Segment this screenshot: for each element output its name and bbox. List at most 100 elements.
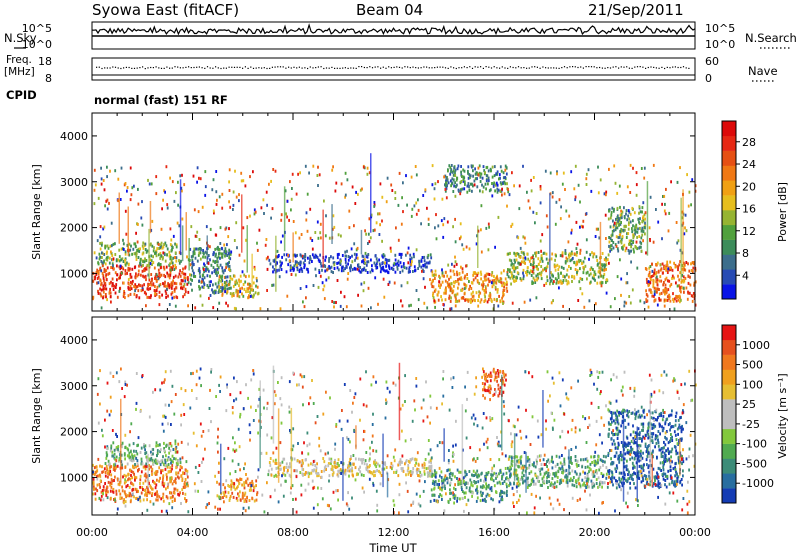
- power-cell: [158, 303, 161, 307]
- power-cell: [448, 277, 450, 281]
- power-cell: [319, 253, 321, 257]
- power-cell: [594, 302, 597, 306]
- power-cell: [198, 285, 200, 289]
- power-cell: [397, 238, 400, 242]
- power-cell: [155, 175, 158, 179]
- velocity-cell: [528, 464, 531, 468]
- power-cell: [118, 289, 121, 293]
- power-ytick-label: 2000: [60, 222, 88, 235]
- nave-point: [453, 67, 455, 69]
- power-cell: [106, 255, 109, 259]
- power-cell: [170, 284, 173, 288]
- power-cell: [467, 176, 470, 180]
- power-cell: [157, 262, 160, 266]
- power-cell: [104, 244, 107, 248]
- power-cell: [344, 171, 347, 175]
- power-cell: [434, 226, 436, 230]
- velocity-cell: [513, 481, 515, 485]
- power-cell: [630, 243, 633, 246]
- velocity-cell: [464, 474, 467, 478]
- power-cell: [643, 176, 646, 180]
- power-cell: [214, 268, 216, 272]
- velocity-cell: [156, 459, 159, 463]
- power-cell: [629, 212, 632, 216]
- nave-point: [558, 67, 560, 69]
- power-cell: [515, 254, 517, 258]
- velocity-cell: [605, 466, 608, 470]
- nave-point: [639, 66, 641, 68]
- velocity-cell: [545, 463, 547, 466]
- power-cell: [630, 239, 633, 243]
- power-cell: [155, 192, 158, 196]
- nave-point: [666, 66, 668, 68]
- power-cell: [124, 296, 126, 300]
- power-cell: [493, 181, 495, 185]
- power-cell: [464, 182, 466, 186]
- power-cell: [328, 257, 331, 260]
- nave-point: [269, 67, 271, 69]
- velocity-cell: [155, 441, 158, 445]
- power-cell: [99, 235, 102, 239]
- nave-point: [455, 67, 457, 70]
- power-cell: [239, 274, 242, 278]
- power-cell: [327, 276, 330, 280]
- power-cell: [473, 179, 476, 183]
- power-cell: [161, 207, 163, 211]
- power-cell: [475, 242, 478, 246]
- power-cell: [472, 169, 474, 173]
- power-cell: [621, 235, 624, 239]
- velocity-cell: [517, 484, 520, 488]
- velocity-cell: [439, 493, 441, 497]
- power-cell: [488, 294, 491, 298]
- velocity-cell: [148, 444, 151, 448]
- power-cell: [347, 262, 349, 266]
- power-cell: [675, 299, 678, 303]
- velocity-cell: [307, 463, 310, 467]
- power-cell: [106, 258, 109, 262]
- power-cell: [595, 255, 598, 259]
- velocity-cell: [569, 460, 572, 464]
- power-cell: [689, 283, 692, 287]
- power-cell: [469, 182, 472, 186]
- power-cell: [529, 263, 532, 266]
- power-cell: [228, 267, 230, 271]
- power-cell: [667, 267, 670, 271]
- power-cell: [209, 227, 212, 231]
- power-cell: [632, 166, 634, 170]
- power-cell: [253, 208, 256, 212]
- power-cell: [585, 172, 588, 176]
- velocity-cell: [471, 484, 474, 488]
- nave-point: [588, 66, 590, 68]
- power-cell: [175, 295, 178, 299]
- power-cell: [151, 279, 153, 283]
- velocity-cell: [330, 461, 332, 465]
- power-cell: [114, 253, 117, 256]
- power-cell: [357, 265, 360, 269]
- velocity-cell: [349, 457, 352, 460]
- power-cell: [143, 291, 146, 295]
- power-cell: [316, 220, 319, 224]
- velocity-cell: [135, 465, 137, 469]
- power-cell: [462, 168, 465, 172]
- power-cell: [456, 183, 458, 187]
- power-cell: [164, 284, 167, 288]
- power-cell: [434, 182, 437, 186]
- power-cell: [345, 305, 348, 309]
- power-cell: [151, 219, 154, 223]
- power-cell: [554, 277, 557, 281]
- velocity-cell: [465, 486, 468, 490]
- power-cell: [229, 257, 232, 261]
- power-cell: [316, 174, 319, 177]
- velocity-cell: [163, 441, 165, 445]
- power-cell: [363, 258, 366, 262]
- power-cell: [560, 205, 562, 209]
- velocity-cell: [470, 481, 473, 485]
- velocity-cell: [269, 457, 272, 460]
- power-cell: [138, 296, 141, 300]
- power-cell: [148, 278, 151, 282]
- velocity-cell: [169, 480, 172, 484]
- power-cell: [366, 271, 369, 274]
- nave-point: [152, 67, 154, 69]
- power-cell: [332, 271, 334, 274]
- power-cell: [296, 268, 299, 272]
